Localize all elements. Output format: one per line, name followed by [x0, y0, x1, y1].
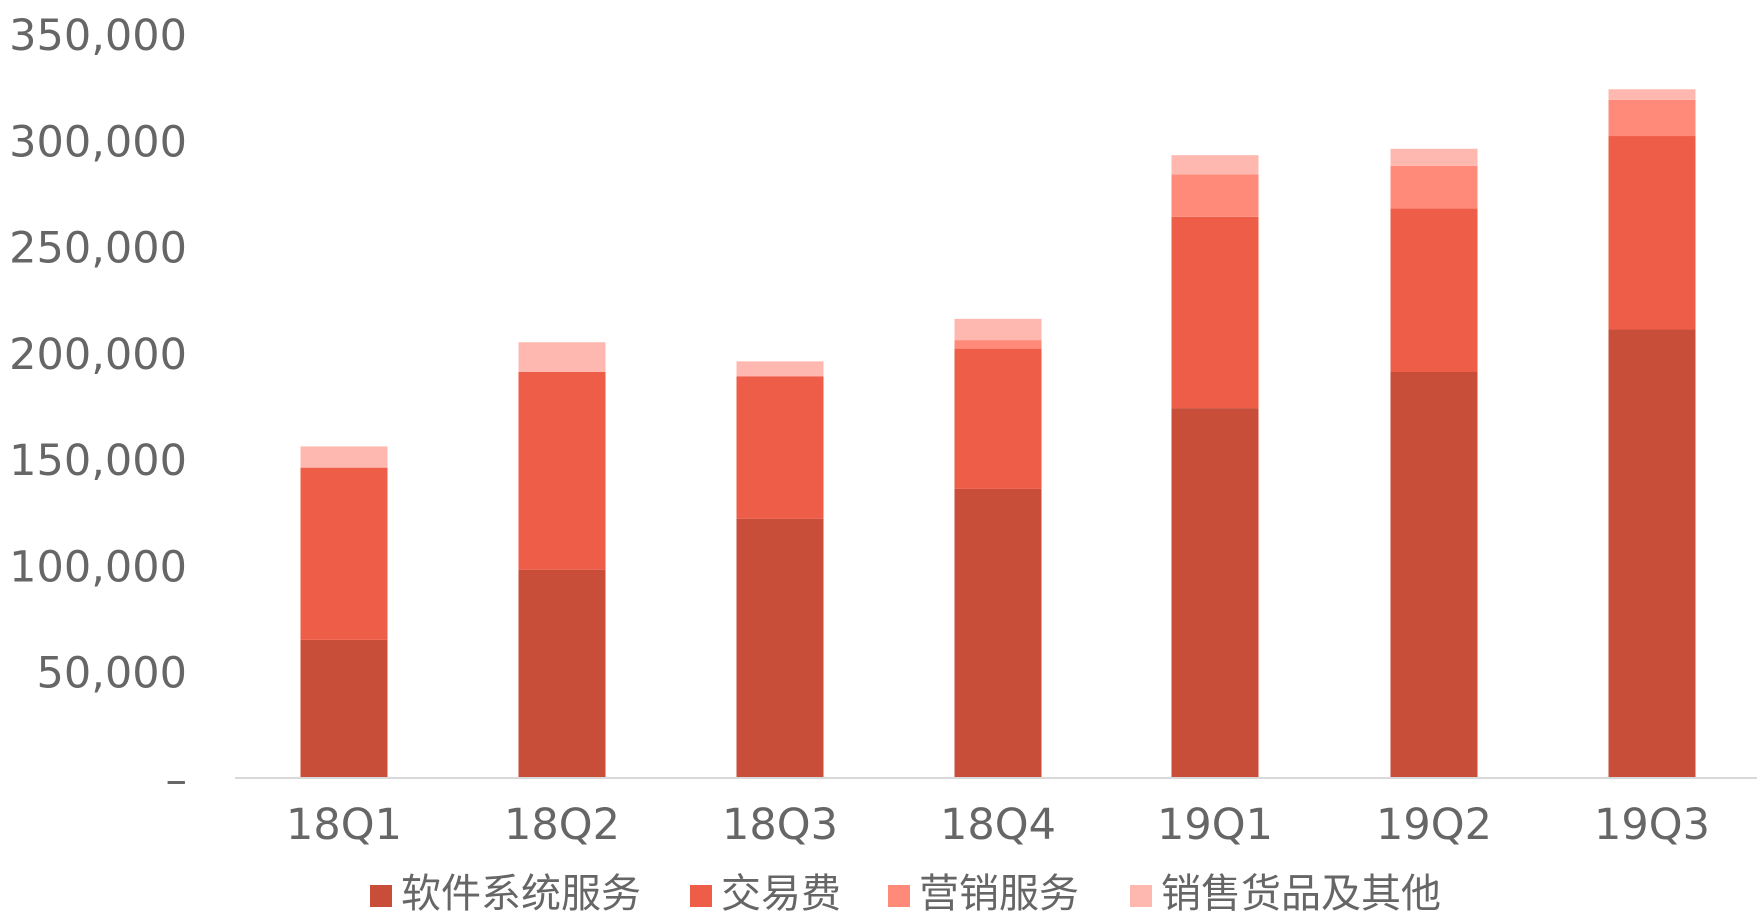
legend-swatch [888, 885, 910, 907]
y-tick-label: 250,000 [9, 224, 187, 274]
y-tick-label: 150,000 [9, 436, 187, 486]
x-tick-label-18q1: 18Q1 [286, 800, 402, 850]
legend-label: 营销服务 [919, 871, 1079, 917]
bar-segment-19q2-series-1 [1390, 371, 1478, 778]
y-tick-label: 200,000 [9, 330, 187, 380]
bar-segment-18q4-series-4 [954, 318, 1042, 341]
legend-item-3: 营销服务 [888, 871, 1079, 917]
bar-segment-19q2-series-4 [1390, 148, 1478, 166]
bar-segment-18q4-series-2 [954, 348, 1042, 489]
bar-segment-18q3-series-1 [736, 518, 824, 778]
y-tick-label: 50,000 [37, 649, 187, 699]
legend-swatch [1130, 885, 1152, 907]
bar-segment-19q3-series-2 [1608, 136, 1696, 330]
bar-segment-18q2-series-4 [518, 342, 606, 372]
bar-segment-18q3-series-2 [736, 376, 824, 519]
bar-segment-18q2-series-2 [518, 371, 606, 570]
y-tick-label: 100,000 [9, 542, 187, 592]
x-tick-label-18q3: 18Q3 [722, 800, 838, 850]
bar-segment-19q1-series-4 [1171, 155, 1259, 175]
bar-segment-18q3-series-4 [736, 361, 824, 377]
legend-label: 交易费 [721, 871, 841, 917]
y-tick-label: 350,000 [9, 11, 187, 61]
x-axis: 18Q1 18Q2 18Q3 18Q4 19Q1 19Q2 19Q3 [235, 777, 1757, 850]
bar-segment-18q1-series-1 [300, 639, 388, 778]
bar-segment-19q1-series-1 [1171, 408, 1259, 778]
bar-segment-19q1-series-2 [1171, 216, 1259, 409]
bar-segment-19q3-series-4 [1608, 89, 1696, 100]
legend-item-1: 软件系统服务 [370, 871, 641, 917]
bar-segment-18q2-series-1 [518, 569, 606, 778]
legend-swatch [690, 885, 712, 907]
legend-item-4: 销售货品及其他 [1130, 871, 1441, 917]
legend-label: 销售货品及其他 [1161, 871, 1441, 917]
x-tick-label-18q4: 18Q4 [940, 800, 1056, 850]
bar-segment-19q3-series-3 [1608, 99, 1696, 137]
bar-segment-18q4-series-1 [954, 488, 1042, 778]
x-tick-label-19q1: 19Q1 [1157, 800, 1273, 850]
legend-label: 软件系统服务 [401, 871, 641, 917]
x-tick-label-18q2: 18Q2 [504, 800, 620, 850]
legend-item-2: 交易费 [690, 871, 841, 917]
bars [300, 89, 1696, 778]
legend: 软件系统服务 交易费 营销服务 销售货品及其他 [370, 871, 1441, 917]
legend-swatch [370, 885, 392, 907]
x-tick-label-19q2: 19Q2 [1376, 800, 1492, 850]
y-tick-label: – [166, 755, 188, 805]
y-tick-label: 300,000 [9, 117, 187, 167]
bar-segment-18q1-series-4 [300, 446, 388, 468]
bar-segment-18q4-series-3 [954, 340, 1042, 349]
bar-segment-19q2-series-3 [1390, 165, 1478, 209]
bar-segment-19q2-series-2 [1390, 208, 1478, 372]
x-tick-label-19q3: 19Q3 [1594, 800, 1710, 850]
bar-segment-18q1-series-2 [300, 467, 388, 640]
bar-segment-19q1-series-3 [1171, 174, 1259, 217]
bar-segment-19q3-series-1 [1608, 329, 1696, 778]
y-axis: – 50,000 100,000 150,000 200,000 250,000 300,0… [9, 11, 187, 805]
